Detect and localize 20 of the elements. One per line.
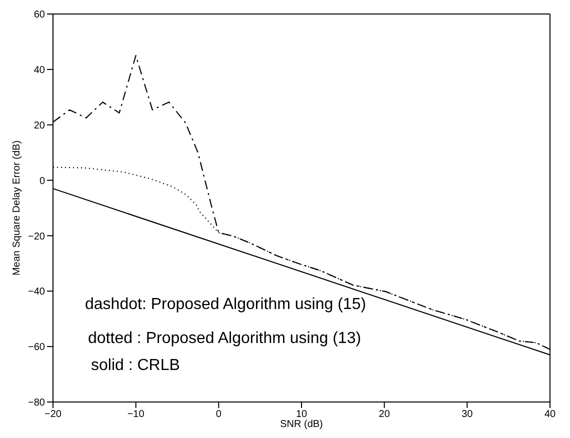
y-tick-label: −60 [28,342,46,354]
y-tick-label: −80 [28,398,46,409]
y-tick-label: −40 [28,286,46,298]
y-tick-label: 0 [39,176,46,187]
x-tick-label: 20 [378,409,390,420]
x-tick-label: 30 [462,409,474,420]
x-tick-label: 10 [296,409,308,420]
y-tick-label: −20 [28,231,46,242]
annotation: dashdot: Proposed Algorithm using (15) [85,296,366,314]
x-axis-title: SNR (dB) [280,419,323,430]
y-tick-label: 60 [34,10,46,21]
x-tick-label: −20 [44,409,62,420]
y-tick-label: 40 [34,64,46,76]
y-tick-label: 20 [34,120,46,132]
annotation: dotted : Proposed Algorithm using (13) [88,330,362,348]
annotation: solid : CRLB [91,357,180,375]
y-axis-title: Mean Square Delay Error (dB) [12,140,23,276]
x-tick-label: −10 [127,409,145,420]
x-tick-label: 0 [216,409,222,420]
x-tick-label: 40 [544,409,556,420]
